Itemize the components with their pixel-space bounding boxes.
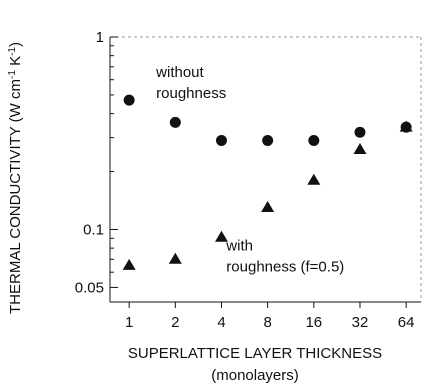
- x-tick-label: 32: [352, 314, 369, 331]
- data-point-triangle: [168, 252, 182, 264]
- x-tick-label: 4: [217, 314, 225, 331]
- y-axis: 0.05 0.1 1: [75, 29, 118, 296]
- x-tick-label: 1: [125, 314, 133, 331]
- y-tick-label: 1: [96, 29, 104, 46]
- y-tick-label: 0.1: [83, 221, 104, 238]
- annotation-label: roughness (f=0.5): [226, 258, 344, 275]
- y-tick-label: 0.05: [75, 279, 104, 296]
- annotation-label: roughness: [156, 85, 226, 102]
- data-point-triangle: [353, 143, 367, 155]
- data-point-triangle: [261, 200, 275, 212]
- data-point-circle: [169, 116, 181, 128]
- annotation-label: without: [155, 64, 204, 81]
- annotations: without roughness with roughness (f=0.5): [155, 64, 344, 275]
- data-point-circle: [123, 94, 135, 106]
- data-marks: [122, 94, 413, 270]
- plot-frame: [109, 36, 422, 303]
- annotation-label: with: [225, 237, 253, 254]
- data-point-triangle: [307, 173, 321, 185]
- x-tick-label: 2: [171, 314, 179, 331]
- data-point-triangle: [122, 258, 136, 270]
- data-point-circle: [354, 126, 366, 138]
- data-point-circle: [262, 134, 274, 146]
- x-axis-unit: (monolayers): [211, 367, 299, 384]
- data-point-triangle: [214, 230, 228, 242]
- x-axis: 1 2 4 8 16 32 64: [125, 302, 414, 331]
- data-point-circle: [215, 134, 227, 146]
- x-tick-label: 8: [263, 314, 271, 331]
- data-point-triangle: [399, 120, 413, 132]
- x-axis-title: SUPERLATTICE LAYER THICKNESS: [128, 345, 382, 362]
- y-axis-title: THERMAL CONDUCTIVITY (W cm-1 K-1): [7, 42, 25, 314]
- x-tick-label: 16: [305, 314, 322, 331]
- data-point-circle: [308, 134, 320, 146]
- x-tick-label: 64: [398, 314, 415, 331]
